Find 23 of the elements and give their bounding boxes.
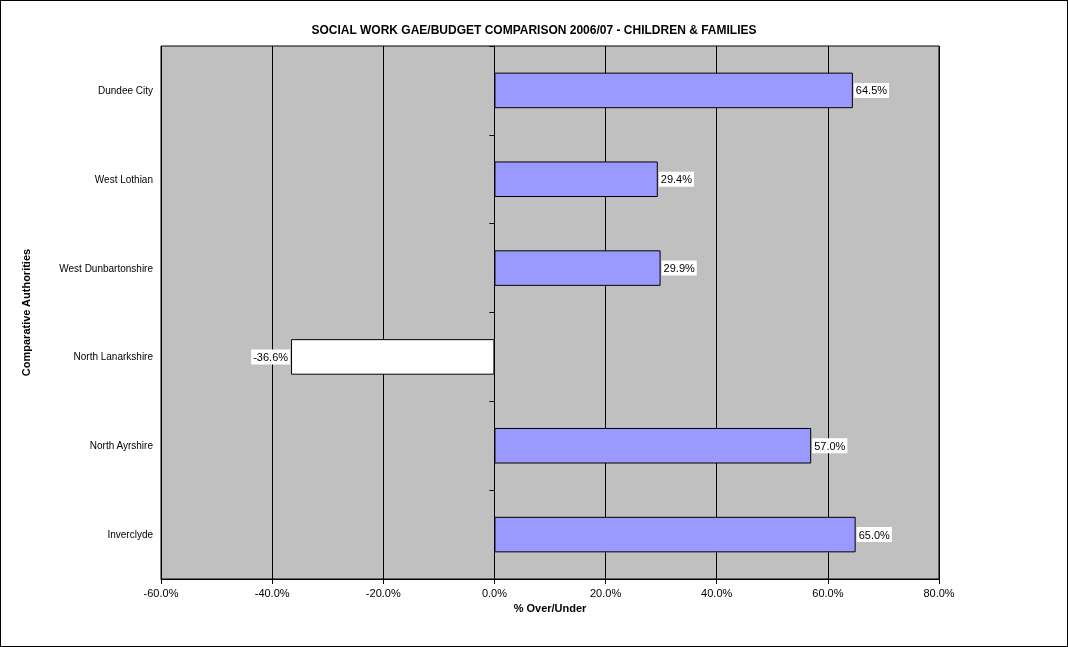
x-tick-label: 60.0% [812, 586, 844, 599]
y-tick-label: North Ayrshire [89, 440, 154, 452]
data-label: 29.9% [663, 262, 695, 275]
y-tick-label: Dundee City [97, 84, 153, 96]
chart-title: SOCIAL WORK GAE/BUDGET COMPARISON 2006/07 - CHILDREN & FAMILIES [311, 23, 757, 37]
x-tick-label: 40.0% [701, 586, 733, 599]
x-tick-label: -40.0% [254, 586, 290, 599]
data-label: 57.0% [814, 439, 846, 452]
data-label: 64.5% [855, 84, 888, 97]
x-tick-label: 0.0% [481, 586, 508, 599]
data-label: 65.0% [858, 528, 891, 541]
x-tick-label: 80.0% [923, 586, 955, 599]
y-tick-label: West Dunbartonshire [59, 262, 154, 274]
y-axis-title: Comparative Authorities [19, 248, 32, 377]
y-tick-label: North Lanarkshire [73, 351, 154, 363]
data-label: 29.4% [660, 173, 693, 186]
x-tick-label: -60.0% [143, 586, 179, 599]
x-tick-label: 20.0% [589, 586, 622, 599]
x-tick-label: -20.0% [365, 586, 401, 599]
y-tick-label: West Lothian [94, 173, 153, 185]
data-label: -36.6% [253, 350, 289, 363]
x-axis-title: % Over/Under [513, 602, 588, 615]
y-tick-label: Inverclyde [107, 529, 154, 541]
